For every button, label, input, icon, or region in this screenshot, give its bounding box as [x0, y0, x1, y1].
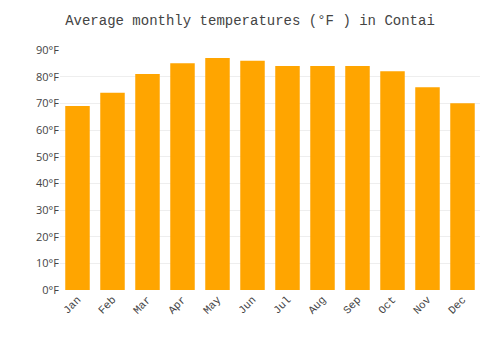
svg-text:Aug: Aug	[306, 294, 328, 316]
svg-text:Jan: Jan	[61, 294, 83, 316]
svg-text:Jul: Jul	[271, 294, 293, 316]
svg-text:May: May	[201, 294, 224, 317]
svg-text:Nov: Nov	[411, 294, 434, 317]
svg-text:40°F: 40°F	[36, 175, 59, 190]
svg-text:Average monthly temperatures (: Average monthly temperatures (°F ) in Co…	[65, 13, 435, 29]
svg-text:10°F: 10°F	[36, 255, 59, 270]
svg-text:0°F: 0°F	[42, 282, 59, 297]
svg-text:30°F: 30°F	[36, 202, 59, 217]
svg-text:Dec: Dec	[446, 294, 468, 316]
svg-text:Jun: Jun	[236, 294, 258, 316]
svg-text:Feb: Feb	[96, 294, 118, 316]
svg-text:80°F: 80°F	[36, 69, 59, 84]
svg-text:50°F: 50°F	[36, 149, 59, 164]
svg-text:70°F: 70°F	[36, 95, 59, 110]
svg-text:90°F: 90°F	[36, 42, 59, 57]
svg-text:Mar: Mar	[131, 294, 153, 316]
svg-text:Apr: Apr	[166, 294, 188, 316]
svg-text:20°F: 20°F	[36, 229, 59, 244]
svg-text:Sep: Sep	[341, 294, 363, 316]
svg-text:Oct: Oct	[376, 294, 398, 316]
svg-text:60°F: 60°F	[36, 122, 59, 137]
